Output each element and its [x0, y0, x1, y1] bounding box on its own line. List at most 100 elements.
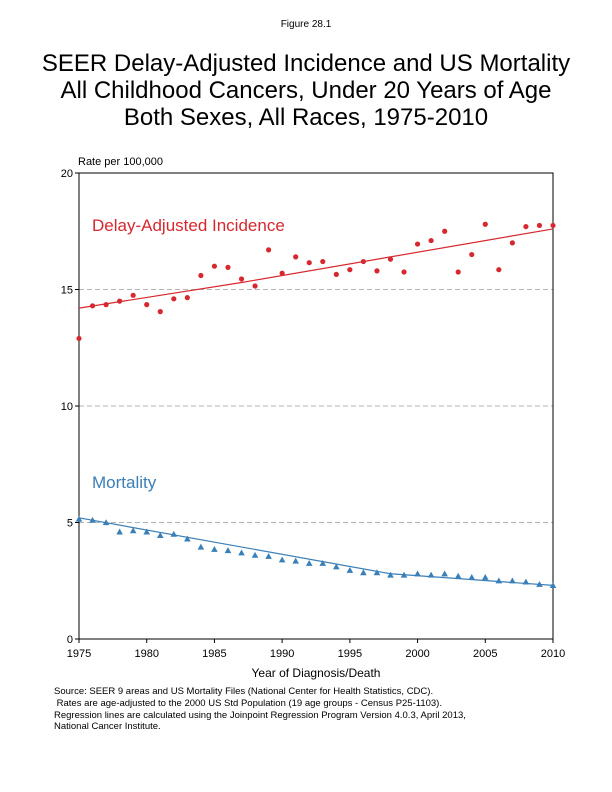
- point-incidence-1991: [293, 254, 299, 260]
- point-mortality-2004: [468, 573, 476, 580]
- point-incidence-1985: [211, 263, 218, 269]
- title-line-3: Both Sexes, All Races, 1975-2010: [123, 104, 489, 131]
- point-incidence-1975: [76, 335, 82, 342]
- point-incidence-2001: [428, 237, 434, 244]
- source-line-1: Source: SEER 9 areas and US Mortality Fi…: [54, 686, 434, 697]
- x-tick-label-1995: 1995: [338, 648, 362, 660]
- x-tick-label-2000: 2000: [405, 648, 429, 660]
- trend-line-1: [78, 517, 554, 587]
- point-incidence-1983: [184, 295, 190, 301]
- point-incidence-2000: [414, 241, 421, 247]
- series-label-incidence: Delay-Adjusted Incidence: [92, 216, 285, 235]
- point-incidence-1976: [89, 303, 96, 309]
- point-incidence-1979: [130, 292, 136, 298]
- point-mortality-2010: [549, 582, 557, 589]
- point-incidence-2006: [496, 267, 502, 273]
- point-mortality-1994: [333, 563, 340, 570]
- source-line-2: Rates are age-adjusted to the 2000 US St…: [54, 697, 442, 709]
- point-incidence-1987: [238, 276, 245, 282]
- point-mortality-2006: [495, 577, 503, 584]
- point-mortality-2005: [481, 573, 489, 580]
- point-mortality-1989: [265, 552, 272, 559]
- y-tick-label-20: 20: [61, 168, 73, 180]
- point-incidence-1993: [320, 258, 326, 265]
- source-note: Source: SEER 9 areas and US Mortality Fi…: [54, 686, 466, 733]
- figure-label: Figure 28.1: [280, 19, 332, 30]
- point-mortality-1981: [156, 532, 164, 538]
- point-mortality-1987: [238, 549, 245, 556]
- x-tick-label-1980: 1980: [134, 648, 158, 660]
- point-mortality-2008: [522, 578, 530, 585]
- x-axis-label: Year of Diagnosis/Death: [252, 666, 381, 680]
- point-mortality-1983: [184, 535, 191, 542]
- point-mortality-1993: [319, 559, 327, 566]
- point-mortality-1990: [278, 556, 286, 563]
- y-tick-label-15: 15: [61, 285, 73, 297]
- x-tick-label-1985: 1985: [202, 648, 226, 660]
- point-mortality-1975: [75, 515, 83, 522]
- point-incidence-2007: [509, 240, 515, 246]
- point-mortality-2000: [414, 570, 421, 577]
- point-incidence-2003: [455, 269, 461, 275]
- x-tick-label-1990: 1990: [270, 648, 294, 660]
- source-line-3: Regression lines are calculated using th…: [54, 709, 466, 721]
- point-incidence-1997: [374, 268, 380, 274]
- title-line-1: SEER Delay-Adjusted Incidence and US Mor…: [41, 50, 571, 77]
- y-tick-label-10: 10: [61, 401, 73, 413]
- point-incidence-1990: [279, 270, 285, 276]
- point-mortality-1995: [346, 566, 354, 573]
- y-tick-label-5: 5: [67, 518, 73, 530]
- point-mortality-1976: [89, 516, 96, 523]
- x-tick-label-1975: 1975: [67, 648, 91, 660]
- point-mortality-1996: [360, 569, 367, 576]
- axis-ticks: 0 5 10 15 20 1975 1980 1985 1990 1995 2000 2005 2010: [61, 168, 565, 660]
- series-label-mortality: Mortality: [92, 473, 157, 492]
- point-incidence-2010: [550, 222, 556, 229]
- point-incidence-2008: [523, 223, 529, 230]
- point-incidence-1977: [103, 302, 109, 308]
- point-mortality-1980: [143, 528, 151, 535]
- point-mortality-1978: [116, 528, 123, 535]
- chart-title: SEER Delay-Adjusted Incidence and US Mor…: [0, 50, 612, 131]
- point-incidence-1995: [347, 267, 353, 273]
- point-incidence-1978: [117, 298, 123, 304]
- point-incidence-1984: [198, 272, 204, 279]
- point-incidence-2002: [442, 228, 448, 234]
- point-mortality-2001: [427, 571, 435, 578]
- y-axis-label: Rate per 100,000: [78, 156, 163, 168]
- point-incidence-1992: [306, 260, 312, 266]
- point-mortality-1982: [170, 530, 178, 537]
- point-incidence-2009: [536, 222, 543, 229]
- point-mortality-1985: [211, 545, 218, 552]
- point-incidence-1988: [252, 283, 258, 289]
- point-mortality-1984: [197, 543, 205, 550]
- gridlines: [79, 289, 553, 523]
- point-incidence-1989: [266, 247, 272, 253]
- point-incidence-1998: [387, 256, 394, 262]
- point-mortality-1999: [400, 571, 408, 578]
- x-tick-label-2005: 2005: [473, 648, 497, 660]
- point-incidence-2005: [482, 221, 488, 227]
- point-mortality-1986: [224, 547, 232, 554]
- point-mortality-2002: [441, 570, 448, 577]
- point-mortality-1997: [373, 569, 381, 576]
- point-incidence-1981: [157, 309, 163, 315]
- point-mortality-1988: [251, 551, 259, 558]
- point-mortality-2003: [454, 572, 462, 579]
- y-tick-label-0: 0: [67, 634, 73, 646]
- trend-lines: [78, 228, 554, 587]
- data-points: [75, 221, 557, 589]
- point-mortality-2009: [536, 580, 543, 587]
- point-incidence-1986: [225, 264, 231, 270]
- point-mortality-1998: [387, 571, 394, 578]
- point-incidence-2004: [469, 251, 475, 258]
- x-tick-label-2010: 2010: [541, 648, 565, 660]
- point-incidence-1996: [360, 258, 366, 265]
- point-mortality-2007: [509, 577, 516, 584]
- source-line-4: National Cancer Institute.: [54, 721, 161, 733]
- trend-line-0: [78, 228, 554, 309]
- point-mortality-1979: [129, 527, 137, 534]
- point-mortality-1991: [292, 557, 299, 564]
- title-line-2: All Childhood Cancers, Under 20 Years of…: [60, 77, 552, 104]
